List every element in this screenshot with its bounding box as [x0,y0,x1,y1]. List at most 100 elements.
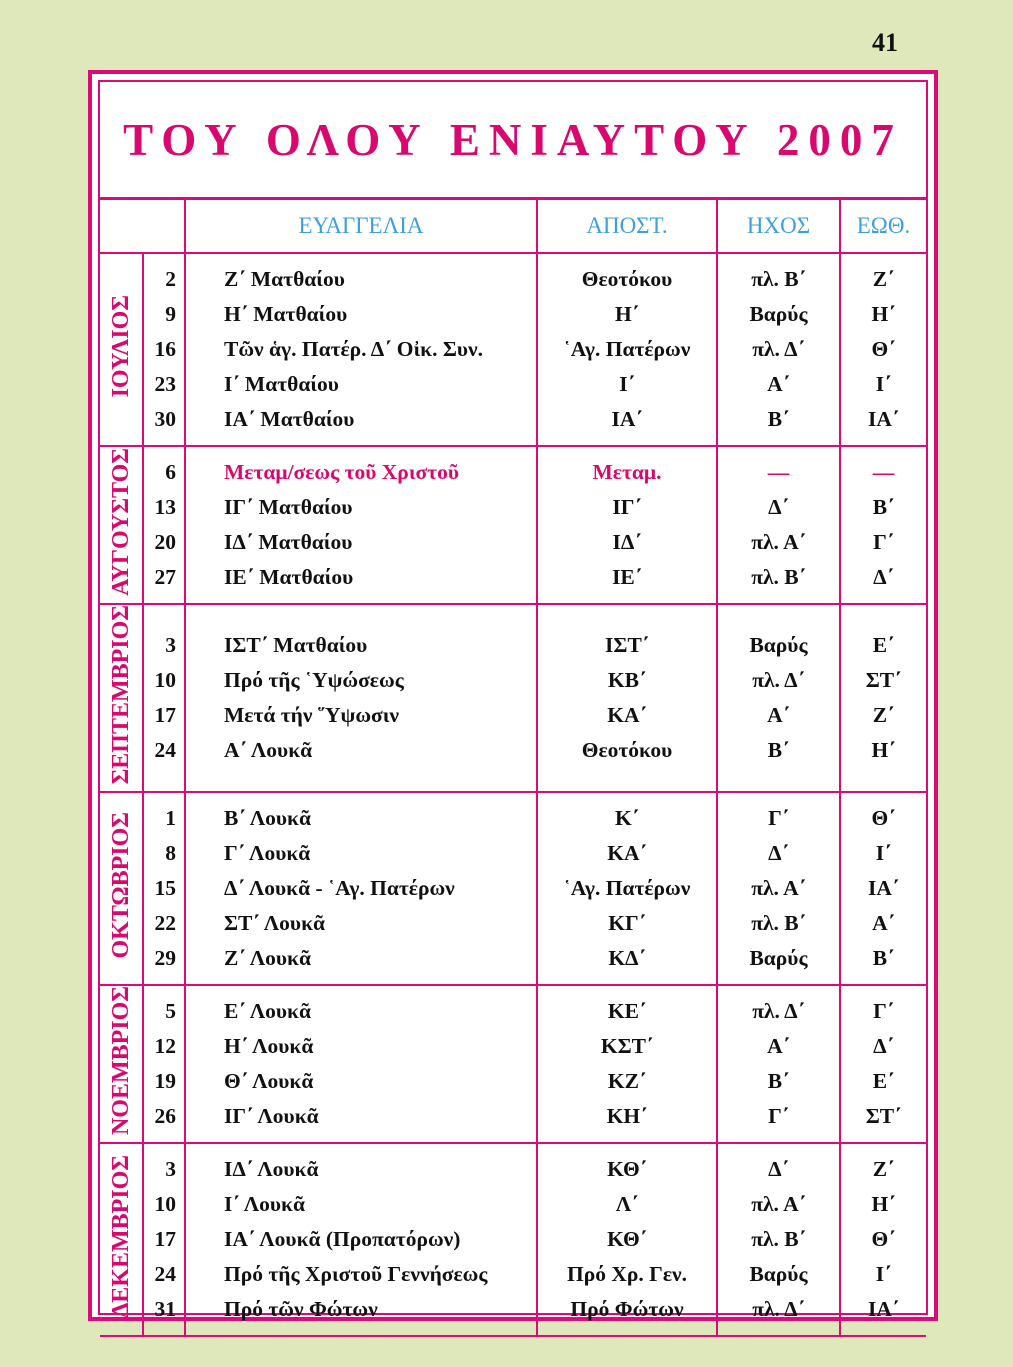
day-value: 3 [165,633,176,658]
eothinon-value: Ε΄ [872,633,895,658]
echos-value: Α΄ [767,703,790,728]
day-value: 24 [154,738,177,763]
calendar-inner: ΤΟΥ ΟΛΟΥ ΕΝΙΑΥΤΟΥ 2007 ΕΥΑΓΓΕΛΙΑ ΑΠΟΣΤ. … [98,80,928,1338]
gospel-value: Η΄ Ματθαίου [224,302,348,326]
echos-value: πλ. Β΄ [751,565,806,589]
apostle-value: ΚΔ΄ [608,946,646,971]
day-value: 19 [154,1069,177,1094]
month-section: ΙΟΥΛΙΟΣ 2 9 16 23 30 Ζ΄ Ματθαίου Η΄ Ματθαίου Τῶν… [100,252,926,447]
month-label: ΝΟΕΜΒΡΙΟΣ [107,986,134,1136]
apostle-value: Κ΄ [615,806,639,831]
eothinon-column: Γ΄ Δ΄ Ε΄ ΣΤ΄ [839,984,926,1145]
day-value: 12 [154,1034,177,1059]
month-label-cell: ΝΟΕΜΒΡΙΟΣ [100,984,144,1145]
day-value: 20 [154,530,177,554]
eothinon-value: ΣΤ΄ [865,1104,902,1129]
apostle-column: Κ΄ ΚΑ΄ ῾Αγ. Πατέρων ΚΓ΄ ΚΔ΄ [536,791,718,987]
month-section: ΝΟΕΜΒΡΙΟΣ 5 12 19 26 Ε΄ Λουκᾶ Η΄ Λουκᾶ Θ΄ Λουκᾶ… [100,984,926,1145]
gospel-value: ΙΕ΄ Ματθαίου [224,565,354,589]
apostle-column: Μεταμ. ΙΓ΄ ΙΔ΄ ΙΕ΄ [536,445,718,605]
apostle-value: ΚΘ΄ [607,1157,647,1182]
gospel-value: Δ΄ Λουκᾶ - ῾Αγ. Πατέρων [224,876,455,901]
day-value: 31 [154,1297,177,1322]
apostle-value: ΚΓ΄ [608,911,646,936]
gospel-value: Πρό τῆς Χριστοῦ Γεννήσεως [224,1262,488,1287]
apostle-value: Πρό Φώτων [570,1297,684,1322]
eothinon-value: Γ΄ [873,530,894,554]
day-value: 29 [154,946,177,971]
month-section: ΣΕΠΤΕΜΒΡΙΟΣ 3 10 17 24 ΙΣΤ΄ Ματθαίου Πρό τῆς ῾… [100,602,926,794]
gospel-value: ΙΓ΄ Ματθαίου [224,495,353,519]
apostle-value: ΙΣΤ΄ [605,633,649,658]
echos-value: πλ. Α΄ [751,1192,806,1217]
eothinon-value: Ι΄ [875,372,892,396]
day-value: 27 [154,565,177,589]
apostle-column: ΚΘ΄ Λ΄ ΚΘ΄ Πρό Χρ. Γεν. Πρό Φώτων [536,1142,718,1338]
gospel-column: Ζ΄ Ματθαίου Η΄ Ματθαίου Τῶν ἁγ. Πατέρ. Δ΄ … [184,252,538,447]
echos-column: Βαρύς πλ. Δ΄ Α΄ Β΄ [716,602,841,794]
echos-value: Βαρύς [749,302,808,326]
eothinon-value: Η΄ [871,738,896,763]
gospel-value: Ε΄ Λουκᾶ [224,999,311,1024]
echos-value: πλ. Δ΄ [752,337,805,361]
apostle-value: ΚΣΤ΄ [600,1034,654,1059]
echos-column: Δ΄ πλ. Α΄ πλ. Β΄ Βαρύς πλ. Δ΄ [716,1142,841,1338]
eothinon-value: Γ΄ [873,999,894,1024]
eothinon-column: Ε΄ ΣΤ΄ Ζ΄ Η΄ [839,602,926,794]
gospel-column: Β΄ Λουκᾶ Γ΄ Λουκᾶ Δ΄ Λουκᾶ - ῾Αγ. Πατέρων Σ… [184,791,538,987]
month-label-cell: ΣΕΠΤΕΜΒΡΙΟΣ [100,602,144,794]
eothinon-value: Ζ΄ [872,1157,895,1182]
gospel-value: Πρό τῶν Φώτων [224,1297,378,1322]
apostle-value: ΚΒ΄ [607,668,647,693]
eothinon-column: Ζ΄ Η΄ Θ΄ Ι΄ ΙΑ΄ [839,252,926,447]
eothinon-value: ΙΑ΄ [867,407,900,431]
gospel-value: Γ΄ Λουκᾶ [224,841,311,866]
day-value: 26 [154,1104,177,1129]
eothinon-value: Η΄ [871,302,896,326]
day-value: 9 [165,302,176,326]
eothinon-value: Η΄ [871,1192,896,1217]
day-value: 17 [154,1227,177,1252]
gospel-value: Μεταμ/σεως τοῦ Χριστοῦ [224,460,459,484]
eothinon-value: Δ΄ [873,1034,894,1059]
apostle-value: Θεοτόκου [581,738,673,763]
echos-value: — [767,460,790,484]
echos-value: Δ΄ [768,1157,789,1182]
echos-column: πλ. Β΄ Βαρύς πλ. Δ΄ Α΄ Β΄ [716,252,841,447]
day-value: 2 [165,267,176,291]
eothinon-value: — [872,460,895,484]
gospel-value: ΙΑ΄ Ματθαίου [224,407,355,431]
month-section: ΟΚΤΩΒΡΙΟΣ 1 8 15 22 29 Β΄ Λουκᾶ Γ΄ Λουκᾶ Δ΄ Λουκ… [100,791,926,987]
day-value: 6 [165,460,176,484]
page-number: 41 [872,28,898,57]
header-blank [100,200,186,254]
apostle-value: ΙΑ΄ [611,407,643,431]
eothinon-value: Ζ΄ [872,267,895,291]
eothinon-value: Ε΄ [872,1069,895,1094]
day-column: 5 12 19 26 [142,984,186,1145]
eothinon-value: Ι΄ [875,841,892,866]
apostle-value: ΙΔ΄ [612,530,642,554]
eothinon-value: Β΄ [872,495,895,519]
gospel-value: Ζ΄ Λουκᾶ [224,946,311,971]
eothinon-value: ΣΤ΄ [865,668,902,693]
eothinon-value: Δ΄ [873,565,894,589]
header-gospel: ΕΥΑΓΓΕΛΙΑ [184,200,538,254]
day-value: 3 [165,1157,176,1182]
day-value: 1 [165,806,176,831]
eothinon-value: Β΄ [872,946,895,971]
echos-value: Β΄ [767,738,790,763]
eothinon-value: Θ΄ [871,806,896,831]
echos-value: Α΄ [767,372,790,396]
apostle-value: ΚΘ΄ [607,1227,647,1252]
gospel-value: ΣΤ΄ Λουκᾶ [224,911,326,936]
echos-value: πλ. Β΄ [751,267,806,291]
apostle-value: ΚΑ΄ [607,841,647,866]
day-column: 3 10 17 24 [142,602,186,794]
gospel-value: Τῶν ἁγ. Πατέρ. Δ΄ Οἰκ. Συν. [224,337,484,361]
eothinon-column: Θ΄ Ι΄ ΙΑ΄ Α΄ Β΄ [839,791,926,987]
gospel-value: Θ΄ Λουκᾶ [224,1069,314,1094]
day-value: 17 [154,703,177,728]
readings-table: ΕΥΑΓΓΕΛΙΑ ΑΠΟΣΤ. ΗΧΟΣ ΕΩΘ. ΙΟΥΛΙΟΣ 2 9 16 23… [100,200,926,1338]
gospel-value: Πρό τῆς ῾Υψώσεως [224,668,404,693]
